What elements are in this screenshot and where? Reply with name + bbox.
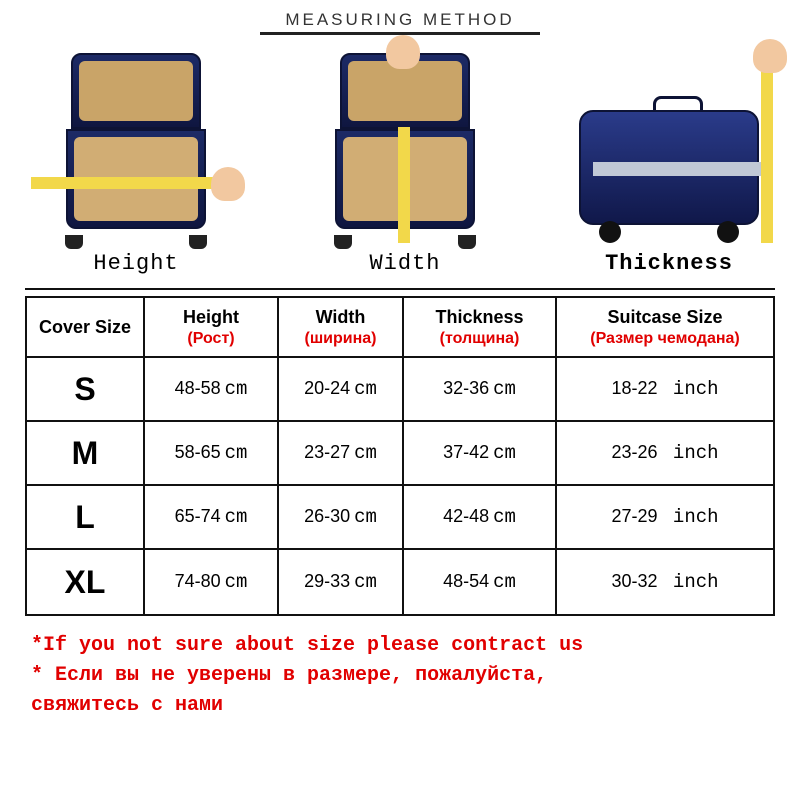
cell-width: 20-24cm xyxy=(279,358,404,420)
cell-size: L xyxy=(27,486,145,548)
table-row: S48-58cm20-24cm32-36cm18-22 inch xyxy=(27,358,773,422)
measuring-illustrations: Height Width xyxy=(25,53,775,290)
thickness-label: Thickness xyxy=(605,251,733,276)
th-suitcase-size: Suitcase Size (Размер чемодана) xyxy=(557,298,773,356)
cell-width: 23-27cm xyxy=(279,422,404,484)
cell-size: XL xyxy=(27,550,145,614)
cell-height: 58-65cm xyxy=(145,422,279,484)
suitcase-open-height-icon xyxy=(31,53,241,243)
suitcase-open-width-icon xyxy=(300,53,510,243)
th-width: Width (ширина) xyxy=(279,298,404,356)
header: MEASURING METHOD xyxy=(25,10,775,35)
cell-suitcase: 30-32 inch xyxy=(557,550,773,614)
table-header-row: Cover Size Height (Рост) Width (ширина) … xyxy=(27,298,773,358)
table-row: L65-74cm26-30cm42-48cm27-29 inch xyxy=(27,486,773,550)
th-height: Height (Рост) xyxy=(145,298,279,356)
page-title: MEASURING METHOD xyxy=(285,10,514,30)
cell-suitcase: 18-22 inch xyxy=(557,358,773,420)
cell-thickness: 48-54cm xyxy=(404,550,557,614)
table-row: M58-65cm23-27cm37-42cm23-26 inch xyxy=(27,422,773,486)
notice-line-en: *If you not sure about size please contr… xyxy=(31,632,765,660)
suitcase-closed-thickness-icon xyxy=(569,53,769,243)
cell-width: 29-33cm xyxy=(279,550,404,614)
table-row: XL74-80cm29-33cm48-54cm30-32 inch xyxy=(27,550,773,614)
measure-thickness: Thickness xyxy=(569,53,769,276)
notice-block: *If you not sure about size please contr… xyxy=(25,616,775,720)
notice-line-ru-1: * Если вы не уверены в размере, пожалуйс… xyxy=(31,662,765,690)
cell-thickness: 37-42cm xyxy=(404,422,557,484)
cell-thickness: 32-36cm xyxy=(404,358,557,420)
cell-height: 48-58cm xyxy=(145,358,279,420)
cell-suitcase: 27-29 inch xyxy=(557,486,773,548)
size-table: Cover Size Height (Рост) Width (ширина) … xyxy=(25,296,775,616)
cell-thickness: 42-48cm xyxy=(404,486,557,548)
cell-size: S xyxy=(27,358,145,420)
cell-height: 65-74cm xyxy=(145,486,279,548)
th-thickness: Thickness (толщина) xyxy=(404,298,557,356)
cell-width: 26-30cm xyxy=(279,486,404,548)
width-label: Width xyxy=(369,251,440,276)
cell-height: 74-80cm xyxy=(145,550,279,614)
measure-width: Width xyxy=(300,53,510,276)
measure-height: Height xyxy=(31,53,241,276)
notice-line-ru-2: свяжитесь с нами xyxy=(31,692,765,720)
height-label: Height xyxy=(93,251,178,276)
cell-size: M xyxy=(27,422,145,484)
th-cover-size: Cover Size xyxy=(27,298,145,356)
cell-suitcase: 23-26 inch xyxy=(557,422,773,484)
